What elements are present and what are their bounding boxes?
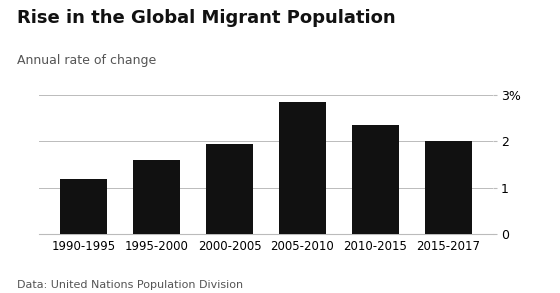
Bar [424, 142, 472, 234]
Text: Rise in the Global Migrant Population: Rise in the Global Migrant Population [17, 9, 395, 27]
Bar [60, 179, 108, 234]
Text: Data: United Nations Population Division: Data: United Nations Population Division [17, 280, 243, 290]
Bar [133, 160, 180, 234]
Bar [279, 102, 326, 234]
Bar [206, 144, 253, 234]
Text: Annual rate of change: Annual rate of change [17, 54, 156, 67]
Bar [352, 125, 399, 234]
